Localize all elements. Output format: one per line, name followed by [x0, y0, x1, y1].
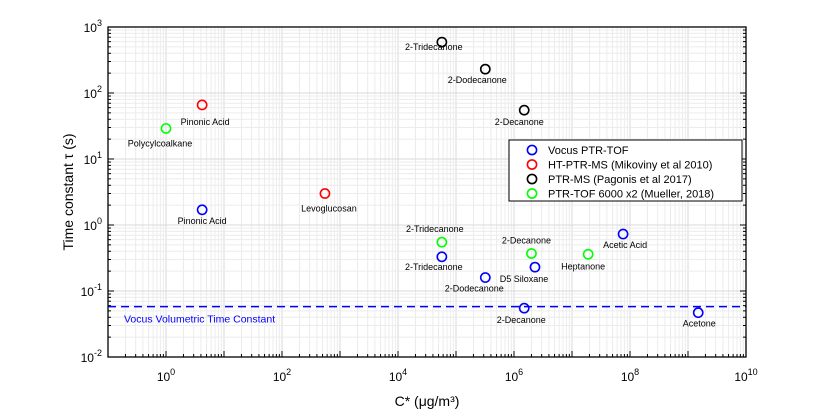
data-label: 2-Tridecanone [405, 42, 463, 52]
plot-frame [107, 26, 747, 358]
legend-marker [526, 144, 538, 156]
data-label: Polycylcoalkane [128, 138, 193, 148]
data-label: Heptanone [561, 261, 605, 271]
legend-box [508, 139, 743, 202]
legend: Vocus PTR-TOF HT-PTR-MS (Mikoviny et al 2… [508, 139, 743, 202]
legend-marker [526, 188, 538, 199]
data-label: 2-Tridecanone [406, 224, 464, 234]
y-tick-exponent: 1 [97, 150, 102, 160]
y-tick-label: 101 [84, 150, 102, 167]
data-point [529, 261, 541, 273]
data-label: Levoglucosan [301, 204, 357, 214]
data-label: D5 Siloxane [500, 274, 549, 284]
legend-entry: Vocus PTR-TOF [548, 145, 629, 157]
data-point [617, 228, 629, 240]
reference-line-label: Vocus Volumetric Time Constant [124, 314, 275, 326]
data-label: Pinonic Acid [178, 216, 227, 226]
legend-entry: HT-PTR-MS (Mikoviny et al 2010) [548, 160, 712, 172]
legend-entry: PTR-TOF 6000 x2 (Mueller, 2018) [548, 189, 714, 201]
data-points: Pinonic Acid2-Tridecanone2-DodecanoneD5 … [128, 36, 716, 329]
x-tick-exponent: 0 [170, 367, 175, 377]
x-tick-label: 102 [273, 367, 291, 384]
y-tick-base: 10 [84, 21, 98, 35]
x-tick-label: 106 [505, 367, 523, 384]
data-label: 2-Dodecanone [448, 75, 507, 85]
x-axis-label: C* (μg/m³) [395, 393, 460, 409]
y-tick-exponent: 3 [97, 18, 102, 28]
data-point [436, 236, 448, 248]
data-point [479, 63, 491, 75]
x-tick-label: 104 [389, 367, 407, 384]
data-point [160, 123, 172, 134]
y-tick-base: 10 [84, 219, 98, 233]
data-label: Acetic Acid [603, 240, 647, 250]
legend-marker [526, 159, 538, 170]
data-label: 2-Decanone [495, 117, 544, 127]
y-tick-base: 10 [81, 351, 95, 365]
y-tick-label: 102 [84, 84, 102, 101]
x-tick-exponent: 6 [518, 367, 523, 377]
data-label: 2-Dodecanone [445, 284, 504, 294]
x-tick-label: 108 [621, 367, 639, 384]
legend-marker [526, 173, 538, 185]
legend-entry: PTR-MS (Pagonis et al 2017) [548, 174, 692, 186]
x-tick-exponent: 8 [634, 367, 639, 377]
data-point [582, 248, 594, 260]
x-tick-exponent: 2 [286, 367, 291, 377]
y-tick-exponent: -2 [94, 348, 102, 358]
y-tick-base: 10 [81, 285, 95, 299]
x-tick-exponent: 4 [402, 367, 407, 377]
data-point [518, 104, 530, 116]
data-label: 2-Decanone [502, 235, 551, 245]
data-label: Acetone [683, 319, 716, 329]
reference-line: Vocus Volumetric Time Constant [108, 305, 746, 326]
data-point [436, 36, 448, 48]
y-tick-exponent: 2 [97, 84, 102, 94]
data-point [319, 188, 331, 199]
x-tick-exponent: 10 [748, 367, 758, 377]
data-label: Pinonic Acid [181, 117, 230, 127]
y-tick-label: 100 [84, 216, 102, 233]
y-tick-label: 103 [84, 18, 102, 35]
x-tick-label: 100 [157, 367, 175, 384]
y-axis-label: Time constant τ (s) [60, 133, 76, 250]
data-point [518, 302, 530, 314]
y-tick-label: 10-1 [81, 282, 102, 299]
data-label: 2-Tridecanone [405, 262, 463, 272]
data-point [526, 248, 537, 259]
data-label: 2-Decanone [497, 315, 546, 325]
data-point [196, 204, 208, 216]
y-tick-base: 10 [84, 87, 98, 101]
data-point [479, 272, 491, 283]
y-tick-base: 10 [84, 153, 98, 167]
y-tick-label: 10-2 [81, 348, 102, 365]
data-point [196, 99, 208, 111]
y-tick-exponent: 0 [97, 216, 102, 226]
x-tick-label: 1010 [734, 367, 757, 384]
grid [107, 27, 746, 358]
data-point [436, 251, 448, 263]
y-tick-exponent: -1 [94, 282, 102, 292]
data-point [692, 307, 704, 319]
